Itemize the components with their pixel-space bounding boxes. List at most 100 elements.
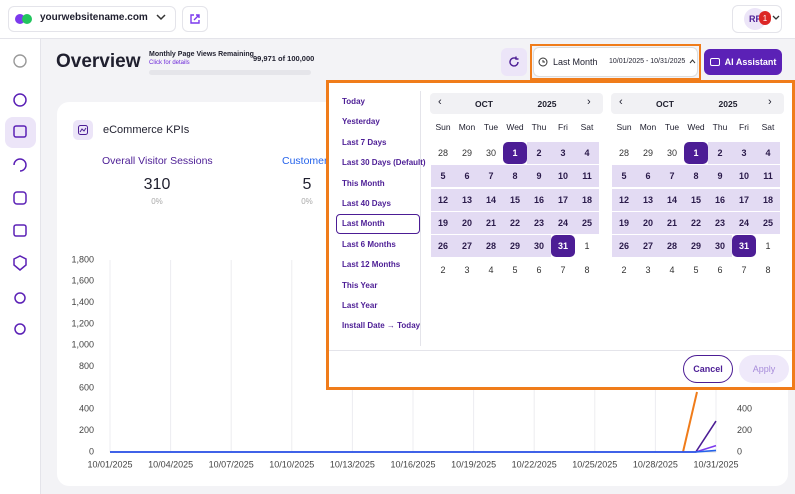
calendar-day[interactable]: 20 — [636, 211, 660, 234]
refresh-button[interactable] — [501, 48, 527, 76]
preset-option[interactable]: Last Year — [342, 301, 378, 310]
calendar-day[interactable]: 7 — [479, 165, 503, 188]
preset-option[interactable]: Last 40 Days — [342, 199, 391, 208]
calendar-day[interactable]: 5 — [431, 165, 455, 188]
calendar-day[interactable]: 31 — [551, 235, 575, 258]
preset-option[interactable]: Last 6 Months — [342, 239, 396, 249]
prev-month[interactable]: ‹ — [619, 96, 623, 108]
calendar-day[interactable]: 16 — [708, 188, 732, 211]
calendar-day[interactable]: 26 — [612, 235, 636, 258]
calendar-day[interactable]: 29 — [461, 148, 472, 158]
calendar-day[interactable]: 29 — [684, 235, 708, 258]
calendar-day[interactable]: 19 — [431, 211, 455, 234]
calendar-day[interactable]: 2 — [440, 264, 446, 275]
calendar-day[interactable]: 10 — [551, 165, 575, 188]
cancel-button[interactable]: Cancel — [683, 355, 733, 383]
calendar-day[interactable]: 8 — [684, 165, 708, 188]
calendar-day[interactable]: 6 — [717, 264, 723, 275]
calendar-day[interactable]: 3 — [732, 142, 756, 164]
preset-option[interactable]: Yesterday — [342, 117, 380, 127]
calendar-day[interactable]: 2 — [527, 142, 551, 164]
calendar-day[interactable]: 4 — [575, 142, 599, 164]
calendar-day[interactable]: 16 — [527, 188, 551, 211]
calendar-day[interactable]: 9 — [708, 165, 732, 188]
ai-assistant-button[interactable]: AI Assistant — [704, 49, 782, 75]
preset-option[interactable]: Last 7 Days — [342, 137, 387, 147]
nav-icon[interactable] — [13, 158, 27, 172]
calendar-day[interactable]: 27 — [636, 235, 660, 258]
calendar-day[interactable]: 3 — [645, 264, 651, 275]
calendar-day[interactable]: 27 — [455, 235, 479, 258]
calendar-day[interactable]: 5 — [612, 165, 636, 188]
calendar-day[interactable]: 8 — [584, 264, 590, 275]
calendar-day[interactable]: 14 — [479, 188, 503, 211]
calendar-day[interactable]: 25 — [575, 211, 599, 234]
calendar-day[interactable]: 24 — [551, 211, 575, 234]
calendar-day[interactable]: 20 — [455, 211, 479, 234]
calendar-day[interactable]: 17 — [732, 188, 756, 211]
calendar-day[interactable]: 7 — [560, 264, 566, 275]
preset-option[interactable]: Install Date → Today — [342, 321, 421, 331]
calendar-day[interactable]: 18 — [575, 188, 599, 211]
calendar-day[interactable]: 13 — [455, 188, 479, 211]
calendar-day[interactable]: 5 — [512, 264, 518, 275]
account-menu[interactable] — [732, 5, 782, 33]
calendar-day[interactable]: 8 — [765, 264, 771, 275]
preset-option[interactable]: This Year — [342, 280, 378, 290]
calendar-day[interactable]: 6 — [636, 165, 660, 188]
calendar-day[interactable]: 17 — [551, 188, 575, 211]
calendar-day[interactable]: 1 — [684, 142, 708, 164]
calendar-day[interactable]: 30 — [708, 235, 732, 258]
calendar-day[interactable]: 3 — [551, 142, 575, 164]
preset-option[interactable]: Today — [342, 97, 365, 106]
calendar-day[interactable]: 11 — [756, 165, 780, 188]
calendar-day[interactable]: 4 — [756, 142, 780, 164]
calendar-day[interactable]: 18 — [756, 188, 780, 211]
calendar-day[interactable]: 13 — [636, 188, 660, 211]
calendar-day[interactable]: 12 — [431, 188, 455, 211]
calendar-day[interactable]: 25 — [756, 211, 780, 234]
calendar-day[interactable]: 14 — [660, 188, 684, 211]
nav-icon[interactable] — [14, 323, 26, 335]
calendar-day[interactable]: 2 — [708, 142, 732, 164]
calendar-day[interactable]: 24 — [732, 211, 756, 234]
nav-icon[interactable] — [13, 125, 27, 138]
calendar-day[interactable]: 22 — [503, 211, 527, 234]
calendar-day[interactable]: 19 — [612, 211, 636, 234]
nav-icon[interactable] — [13, 93, 27, 107]
preset-option[interactable]: Last 12 Months — [342, 260, 401, 270]
calendar-day[interactable]: 9 — [527, 165, 551, 188]
date-range-button[interactable] — [533, 47, 698, 77]
nav-icon[interactable] — [13, 255, 27, 271]
site-selector[interactable] — [8, 6, 176, 32]
calendar-day[interactable]: 29 — [642, 148, 653, 158]
calendar-day[interactable]: 15 — [684, 188, 708, 211]
nav-icon[interactable] — [14, 292, 26, 304]
calendar-day[interactable]: 22 — [684, 211, 708, 234]
calendar-day[interactable]: 5 — [693, 264, 699, 275]
calendar-day[interactable]: 1 — [765, 241, 771, 252]
calendar-day[interactable]: 6 — [455, 165, 479, 188]
external-link-button[interactable] — [182, 6, 208, 32]
nav-icon[interactable] — [13, 224, 27, 237]
calendar-day[interactable]: 11 — [575, 165, 599, 188]
calendar-day[interactable]: 23 — [527, 211, 551, 234]
preset-option[interactable]: Last 30 Days (Default) — [342, 158, 426, 168]
calendar-day[interactable]: 4 — [488, 264, 494, 275]
calendar-day[interactable]: 1 — [584, 241, 590, 252]
calendar-day[interactable]: 30 — [666, 148, 677, 158]
calendar-day[interactable]: 12 — [612, 188, 636, 211]
calendar-day[interactable]: 1 — [503, 142, 527, 164]
calendar-day[interactable]: 29 — [503, 235, 527, 258]
apply-button[interactable]: Apply — [739, 355, 789, 383]
calendar-day[interactable]: 28 — [437, 148, 448, 158]
calendar-day[interactable]: 21 — [479, 211, 503, 234]
calendar-day[interactable]: 6 — [536, 264, 542, 275]
calendar-day[interactable]: 31 — [732, 235, 756, 258]
calendar-day[interactable]: 2 — [621, 264, 627, 275]
calendar-day[interactable]: 7 — [660, 165, 684, 188]
calendar-day[interactable]: 21 — [660, 211, 684, 234]
calendar-day[interactable]: 26 — [431, 235, 455, 258]
next-month[interactable]: › — [587, 96, 591, 108]
preset-option[interactable]: Last Month — [336, 214, 420, 235]
